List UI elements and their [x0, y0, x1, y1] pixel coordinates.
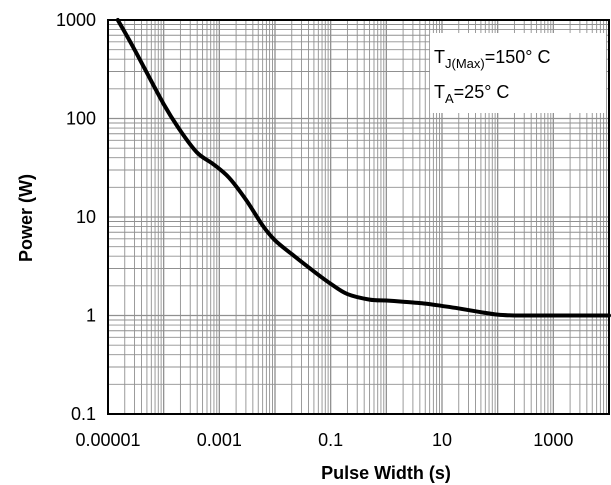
annotation-ta-value: =25° C [454, 82, 510, 102]
y-tick-label: 1 [86, 306, 96, 326]
x-tick-label: 0.00001 [75, 430, 140, 450]
y-axis-ticks: 0.1 1 10 100 1000 [56, 10, 96, 424]
annotation-tj-value: =150° C [485, 47, 551, 67]
y-axis-title: Power (W) [16, 174, 36, 262]
series-layer [115, 18, 611, 318]
x-axis-ticks: 0.00001 0.001 0.1 10 1000 [75, 430, 573, 450]
y-tick-label: 1000 [56, 10, 96, 30]
annotation-tj-symbol: T [434, 47, 445, 67]
annotation-background [430, 33, 606, 113]
x-tick-label: 10 [432, 430, 452, 450]
power-curve-line [115, 18, 611, 318]
y-tick-label: 10 [76, 207, 96, 227]
x-tick-label: 0.001 [197, 430, 242, 450]
annotation-line-ta: TA=25° C [434, 82, 509, 106]
annotation-tj-subscript: J(Max) [445, 56, 485, 71]
y-tick-label: 0.1 [71, 404, 96, 424]
x-tick-label: 1000 [533, 430, 573, 450]
y-tick-label: 100 [66, 109, 96, 129]
x-tick-label: 0.1 [318, 430, 343, 450]
plot-frame [107, 19, 610, 415]
annotation-line-tj: TJ(Max)=150° C [434, 47, 550, 71]
x-axis-title: Pulse Width (s) [321, 463, 451, 483]
annotation-ta-subscript: A [445, 91, 454, 106]
annotation-box: TJ(Max)=150° C TA=25° C [430, 33, 606, 113]
annotation-ta-symbol: T [434, 82, 445, 102]
